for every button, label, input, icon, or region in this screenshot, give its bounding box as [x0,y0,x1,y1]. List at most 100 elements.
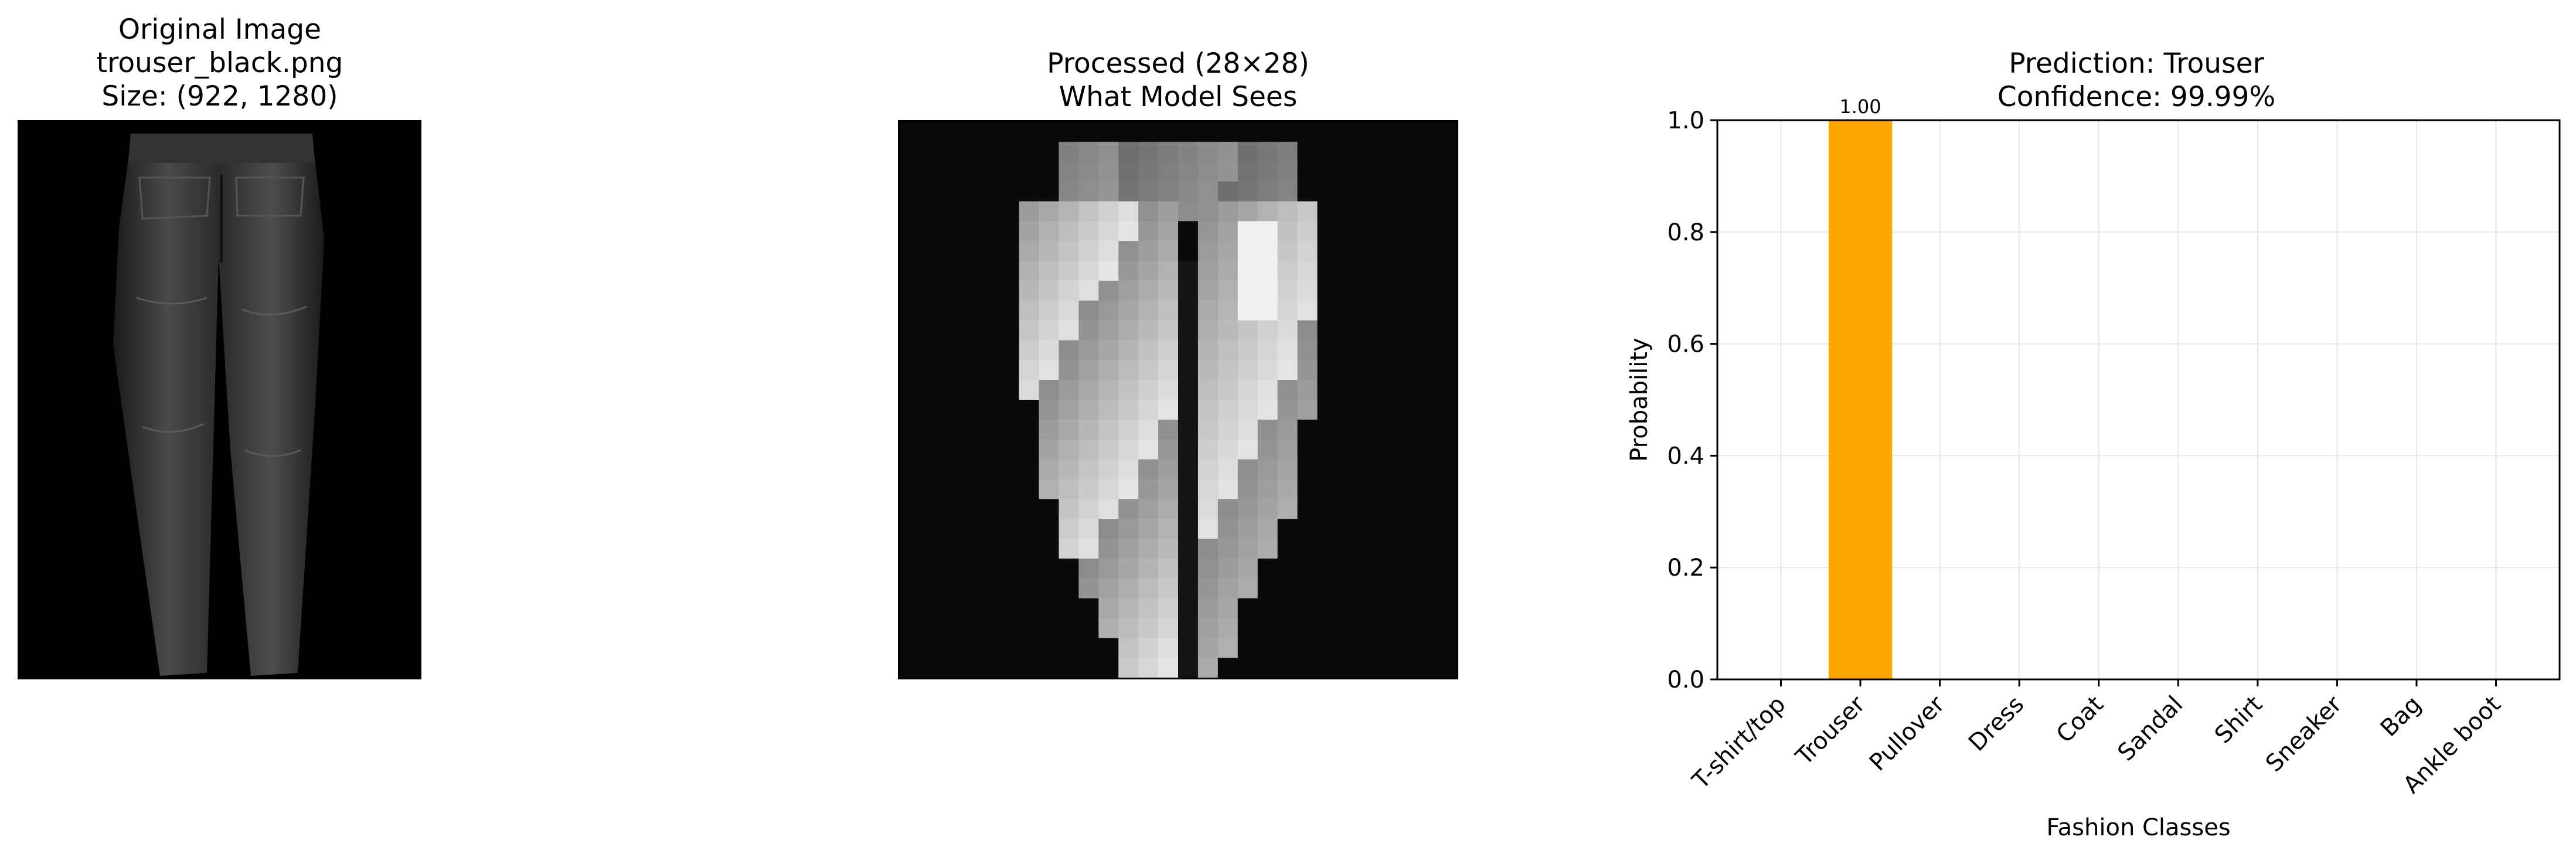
pixel-cell [1217,221,1238,242]
pixel-cell [1039,598,1060,619]
pixel-cell [1098,558,1119,579]
pixel-cell [1078,280,1099,301]
pixel-cell [1118,300,1139,321]
pixel-cell [1357,638,1377,658]
pixel-cell [1158,261,1179,281]
pixel-cell [1397,380,1417,400]
pixel-cell [1317,638,1338,658]
pixel-cell [1297,658,1318,678]
pixel-cell [1257,558,1278,579]
pixel-cell [1357,380,1377,400]
pixel-cell [999,598,1020,619]
pixel-cell [1397,558,1417,579]
x-tick-label: Bag [2376,691,2427,742]
pixel-cell [939,638,960,658]
pixel-cell [1019,280,1040,301]
pixel-cell [900,400,920,420]
pixel-cell [1019,419,1040,440]
original-title-filename: trouser_black.png [96,47,343,79]
pixel-cell [1158,320,1179,341]
pixel-cell [919,141,940,162]
pixel-cell [979,618,1000,638]
pixel-cell [1118,400,1139,420]
pixel-cell [1277,241,1298,261]
pixel-cell [1237,578,1258,599]
pixel-cell [1039,380,1060,400]
pixel-cell [1078,122,1099,142]
pixel-cell [1277,300,1298,321]
pixel-cell [1357,499,1377,519]
pixel-cell [979,400,1000,420]
pixel-cell [1217,558,1238,579]
pixel-cell [1297,340,1318,361]
pixel-cell [1437,280,1457,301]
pixel-cell [1437,499,1457,519]
pixel-cell [1019,499,1040,519]
pixel-cell [900,658,920,678]
pixel-cell [1039,479,1060,499]
pixel-cell [1277,280,1298,301]
pixel-cell [919,419,940,440]
pixel-cell [1059,141,1080,162]
pixel-cell [1019,658,1040,678]
pixel-cell [1237,638,1258,658]
pixel-cell [1138,241,1159,261]
pixel-cell [1217,539,1238,559]
pixel-cell [1237,618,1258,638]
pixel-cell [1158,141,1179,162]
pixel-cell [1138,340,1159,361]
pixel-cell [959,201,980,222]
pixel-cell [1078,261,1099,281]
pixel-cell [1317,439,1338,460]
pixel-cell [939,181,960,202]
pixel-cell [1019,598,1040,619]
pixel-cell [1417,181,1437,202]
pixel-cell [1197,459,1219,480]
pixel-cell [1138,280,1159,301]
pixel-cell [1277,181,1298,202]
pixel-cell [1078,618,1099,638]
pixel-cell [1178,320,1199,341]
pixel-cell [959,400,980,420]
pixel-cell [1397,400,1417,420]
pixel-cell [1257,201,1278,222]
pixel-cell [1257,400,1278,420]
pixel-cell [1078,380,1099,400]
pixel-cell [1118,638,1139,658]
pixel-cell [1357,221,1377,242]
pixel-cell [1377,598,1397,619]
pixel-cell [959,638,980,658]
pixel-cell [979,221,1000,242]
pixel-cell [1178,578,1199,599]
pixel-cell [1337,618,1358,638]
pixel-cell [1158,459,1179,480]
pixel-cell [1078,201,1099,222]
pixel-cell [1357,181,1377,202]
pixel-cell [900,360,920,380]
pixel-cell [1337,380,1358,400]
pixel-cell [1437,320,1457,341]
pixel-cell [1317,340,1338,361]
trouser-photo-icon [113,134,324,676]
pixel-cell [1257,161,1278,182]
pixel-cell [1158,122,1179,142]
pixel-cell [1059,380,1080,400]
pixel-cell [1437,360,1457,380]
pixel-cell [1019,618,1040,638]
pixel-cell [1317,201,1338,222]
pixel-cell [1397,598,1417,619]
pixel-cell [1158,400,1179,420]
pixel-cell [1039,638,1060,658]
pixel-cell [1317,658,1338,678]
pixel-cell [939,280,960,301]
pixel-cell [1019,558,1040,579]
x-tick-label: Coat [2051,691,2109,749]
pixel-cell [1237,419,1258,440]
pixel-cell [1019,479,1040,499]
pixel-cell [1138,380,1159,400]
pixel-cell [1217,598,1238,619]
pixel-cell [900,499,920,519]
pixel-cell [1217,439,1238,460]
pixel-cell [919,181,940,202]
pixel-cell [1039,360,1060,380]
